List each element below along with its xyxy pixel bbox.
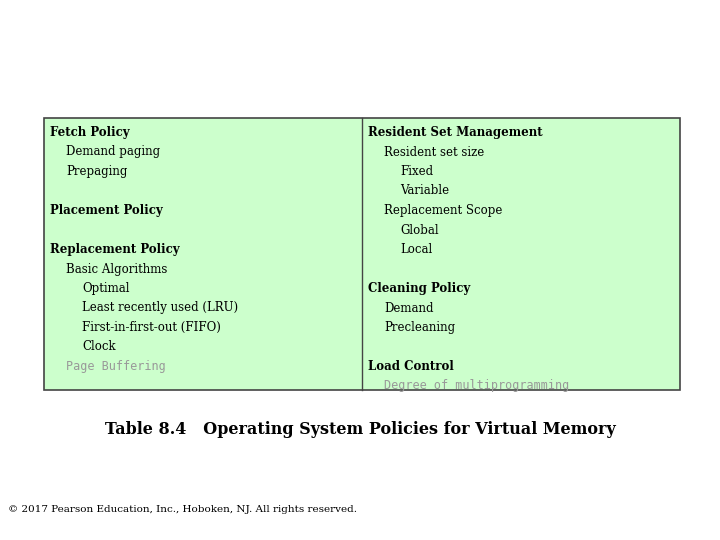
- Text: Table 8.4   Operating System Policies for Virtual Memory: Table 8.4 Operating System Policies for …: [104, 422, 616, 438]
- Text: Demand paging: Demand paging: [66, 145, 160, 159]
- Text: Basic Algorithms: Basic Algorithms: [66, 262, 167, 275]
- Text: Local: Local: [400, 243, 432, 256]
- Text: First-in-first-out (FIFO): First-in-first-out (FIFO): [82, 321, 221, 334]
- Text: Variable: Variable: [400, 185, 449, 198]
- Text: Cleaning Policy: Cleaning Policy: [368, 282, 470, 295]
- Text: Global: Global: [400, 224, 438, 237]
- Bar: [44, 118, 680, 390]
- Text: Fetch Policy: Fetch Policy: [50, 126, 130, 139]
- Text: Placement Policy: Placement Policy: [50, 204, 163, 217]
- Text: Demand: Demand: [384, 301, 433, 314]
- Text: Prepaging: Prepaging: [66, 165, 127, 178]
- Text: Replacement Scope: Replacement Scope: [384, 204, 503, 217]
- Text: Load Control: Load Control: [368, 360, 454, 373]
- Text: Resident Set Management: Resident Set Management: [368, 126, 543, 139]
- Text: Precleaning: Precleaning: [384, 321, 455, 334]
- Text: © 2017 Pearson Education, Inc., Hoboken, NJ. All rights reserved.: © 2017 Pearson Education, Inc., Hoboken,…: [8, 505, 357, 515]
- Text: Optimal: Optimal: [82, 282, 130, 295]
- Text: Clock: Clock: [82, 341, 116, 354]
- Text: Page Buffering: Page Buffering: [66, 360, 166, 373]
- Text: Resident set size: Resident set size: [384, 145, 485, 159]
- Text: Fixed: Fixed: [400, 165, 433, 178]
- Text: Least recently used (LRU): Least recently used (LRU): [82, 301, 238, 314]
- Text: Replacement Policy: Replacement Policy: [50, 243, 179, 256]
- Text: Degree of multiprogramming: Degree of multiprogramming: [384, 380, 570, 393]
